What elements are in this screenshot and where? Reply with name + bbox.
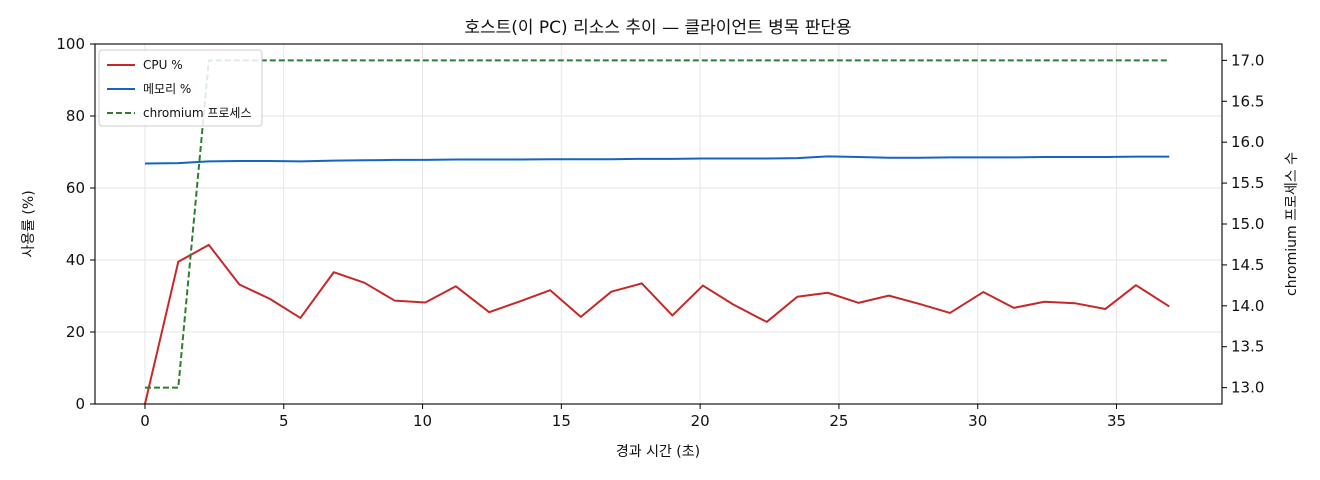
x-tick-label: 20 [691,412,710,430]
y2-tick-label: 15.5 [1231,174,1264,192]
y-tick-label: 20 [66,323,85,341]
legend-label-2: chromium 프로세스 [143,106,252,120]
plot-area [143,59,1170,404]
y2-tick-label: 14.0 [1231,297,1264,315]
y-tick-label: 80 [66,107,85,125]
y2-tick-label: 17.0 [1231,51,1264,69]
y2-axis-label: chromium 프로세스 수 [1284,152,1300,296]
y-tick-label: 60 [66,179,85,197]
y-axis-label: 사용률 (%) [21,190,37,257]
x-axis: 0 5 10 15 20 25 30 35 [140,404,1126,430]
x-tick-label: 5 [279,412,289,430]
legend-label-1: 메모리 % [143,82,191,96]
y2-tick-label: 14.5 [1231,256,1264,274]
x-tick-label: 10 [413,412,432,430]
y-axis-left: 0 20 40 60 80 100 [56,35,95,413]
series-line-0 [143,243,1170,404]
chart-title: 호스트(이 PC) 리소스 추이 — 클라이언트 병목 판단용 [464,18,851,38]
y-tick-label: 40 [66,251,85,269]
legend-label-0: CPU % [143,58,183,72]
y-tick-label: 0 [75,395,85,413]
y2-tick-label: 16.0 [1231,133,1264,151]
legend-box [98,49,263,127]
x-tick-label: 0 [140,412,150,430]
y2-tick-label: 13.5 [1231,338,1264,356]
legend: CPU % 메모리 % chromium 프로세스 [98,49,263,127]
y2-tick-label: 13.0 [1231,379,1264,397]
y2-tick-label: 15.0 [1231,215,1264,233]
x-tick-label: 15 [552,412,571,430]
x-tick-label: 30 [968,412,987,430]
series-line-1 [144,155,1170,165]
x-axis-label: 경과 시간 (초) [616,444,700,460]
x-tick-label: 35 [1107,412,1126,430]
y-tick-label: 100 [56,35,85,53]
x-tick-label: 25 [829,412,848,430]
y2-tick-label: 16.5 [1231,92,1264,110]
y-axis-right: 13.0 13.5 14.0 14.5 15.0 15.5 16.0 16.5 17.0 [1222,51,1264,397]
series-line-2 [144,59,1170,389]
